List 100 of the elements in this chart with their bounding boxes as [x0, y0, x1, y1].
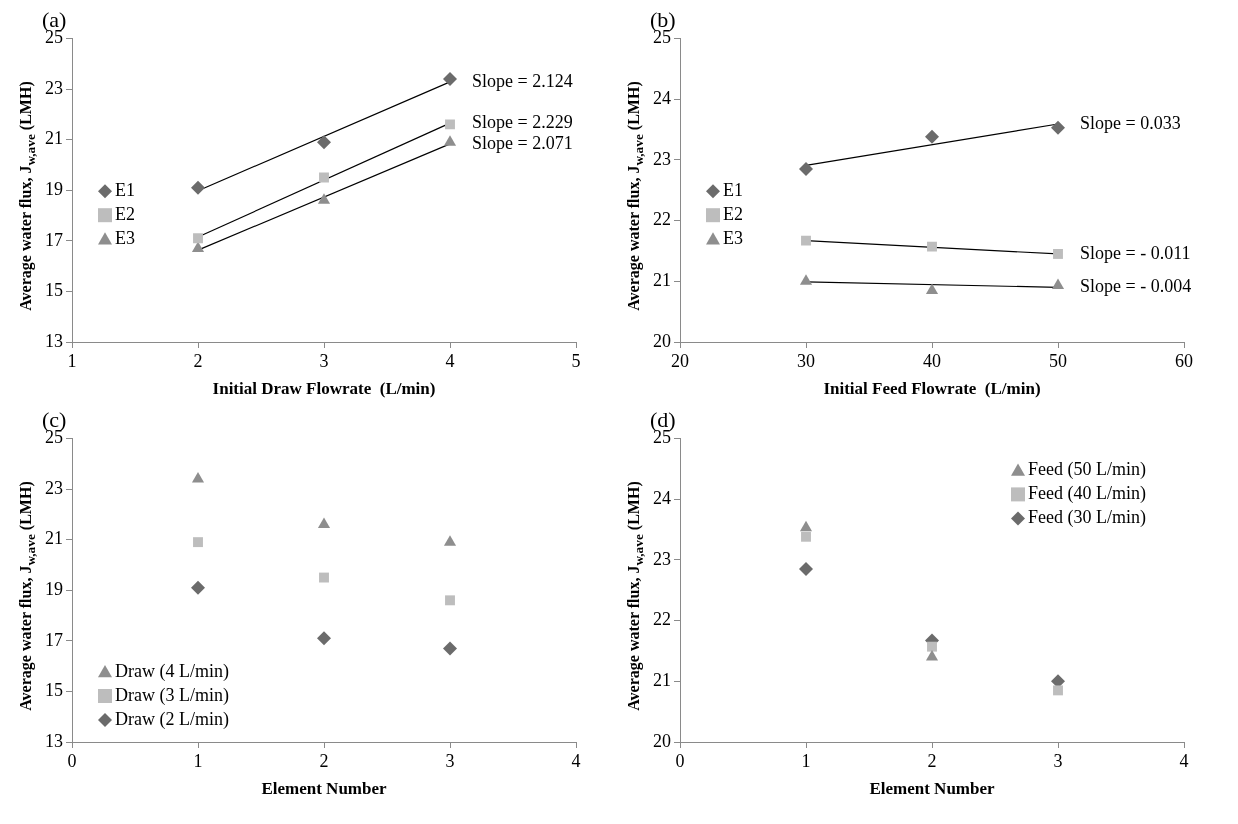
- point: [317, 193, 331, 204]
- x-tick-label: 4: [1179, 750, 1189, 771]
- point: [445, 595, 455, 606]
- y-tick-label: 20: [653, 330, 671, 351]
- point: [1053, 249, 1063, 259]
- annotation: Slope = 2.229: [472, 111, 573, 132]
- y-tick-label: 23: [653, 148, 671, 169]
- chart-title: (c): [42, 406, 67, 432]
- point: [193, 233, 203, 244]
- y-tick-label: 23: [653, 548, 671, 569]
- x-tick-label: 40: [923, 350, 941, 371]
- legend-label: Draw (4 L/min): [115, 660, 229, 682]
- x-tick-label: 5: [571, 350, 581, 371]
- legend-label: E3: [723, 227, 743, 248]
- point: [1051, 278, 1065, 290]
- point: [925, 283, 939, 294]
- chart-title: (b): [650, 6, 676, 32]
- legend-label: E1: [723, 179, 743, 200]
- point: [927, 241, 937, 252]
- point: [445, 119, 455, 130]
- x-tick-label: 2: [927, 750, 937, 771]
- y-tick-label: 23: [45, 477, 63, 498]
- y-tick-label: 21: [45, 128, 63, 149]
- y-tick-label: 22: [653, 609, 671, 630]
- annotation: Slope = 2.124: [472, 70, 573, 91]
- legend-label: Draw (2 L/min): [115, 708, 229, 730]
- legend-label: E2: [723, 203, 743, 224]
- point: [319, 172, 329, 183]
- x-tick-label: 50: [1049, 350, 1067, 371]
- legend-label: E1: [115, 179, 135, 200]
- y-tick-label: 13: [45, 330, 63, 351]
- point: [799, 274, 813, 285]
- annotation: Slope = 2.071: [472, 132, 573, 153]
- legend-label: E2: [115, 203, 135, 224]
- point: [443, 135, 457, 146]
- point: [925, 129, 939, 144]
- x-tick-label: 0: [67, 750, 77, 771]
- y-tick-label: 21: [45, 528, 63, 549]
- legend-label: Draw (3 L/min): [115, 684, 229, 706]
- legend-label: Feed (40 L/min): [1028, 483, 1147, 505]
- annotation: Slope = - 0.011: [1080, 242, 1191, 263]
- x-tick-label: 1: [193, 750, 203, 771]
- annotation: Slope = 0.033: [1080, 112, 1181, 133]
- y-tick-label: 20: [653, 730, 671, 751]
- y-tick-label: 15: [45, 680, 63, 701]
- chart-title: (d): [650, 406, 676, 432]
- y-tick-label: 19: [45, 178, 63, 199]
- y-tick-label: 21: [653, 670, 671, 691]
- chart-title: (a): [42, 6, 67, 32]
- point: [801, 531, 811, 542]
- point: [443, 535, 457, 546]
- point: [1051, 120, 1065, 135]
- x-tick-label: 0: [675, 750, 685, 771]
- x-tick-label: 20: [671, 350, 689, 371]
- y-tick-label: 23: [45, 77, 63, 98]
- y-tick-label: 17: [45, 229, 63, 250]
- y-tick-label: 21: [653, 270, 671, 291]
- point: [191, 580, 205, 595]
- point: [443, 641, 457, 656]
- point: [799, 161, 813, 176]
- x-axis-title: Element Number: [261, 779, 388, 799]
- point: [191, 241, 205, 252]
- point: [443, 71, 457, 86]
- x-tick-label: 30: [797, 350, 815, 371]
- point: [193, 537, 203, 548]
- x-tick-label: 3: [445, 750, 455, 771]
- x-axis-title: Element Number: [869, 779, 996, 799]
- x-tick-label: 2: [319, 750, 329, 771]
- point: [799, 520, 813, 532]
- annotation: Slope = - 0.004: [1080, 276, 1192, 297]
- x-axis-title: Initial Feed Flowrate (L/min): [823, 379, 1041, 399]
- x-tick-label: 60: [1175, 350, 1193, 371]
- point: [317, 517, 331, 528]
- point: [927, 641, 937, 652]
- y-tick-label: 17: [45, 629, 63, 650]
- x-axis-title: Initial Draw Flowrate (L/min): [212, 379, 436, 399]
- y-tick-label: 19: [45, 578, 63, 599]
- x-tick-label: 1: [801, 750, 811, 771]
- legend-label: E3: [115, 227, 135, 248]
- point: [317, 631, 331, 646]
- x-tick-label: 4: [445, 350, 455, 371]
- y-tick-label: 22: [653, 209, 671, 230]
- point: [1053, 685, 1063, 696]
- point: [191, 471, 205, 483]
- y-tick-label: 13: [45, 730, 63, 751]
- x-tick-label: 2: [193, 350, 203, 371]
- point: [319, 572, 329, 583]
- point: [799, 561, 813, 576]
- x-tick-label: 1: [67, 350, 77, 371]
- x-tick-label: 4: [571, 750, 581, 771]
- legend-label: Feed (30 L/min): [1028, 507, 1147, 529]
- point: [801, 235, 811, 246]
- x-tick-label: 3: [1053, 750, 1063, 771]
- legend-label: Feed (50 L/min): [1028, 459, 1147, 481]
- y-tick-label: 24: [653, 487, 671, 508]
- y-tick-label: 24: [653, 87, 671, 108]
- point: [317, 135, 331, 150]
- y-tick-label: 15: [45, 280, 63, 301]
- x-tick-label: 3: [319, 350, 329, 371]
- point: [191, 180, 205, 195]
